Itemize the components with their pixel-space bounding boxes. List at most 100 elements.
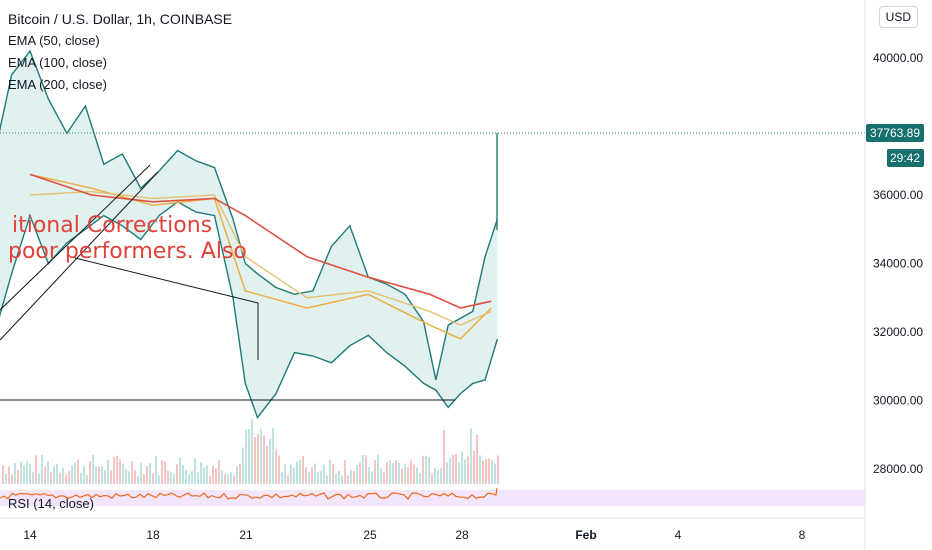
volume-bar <box>5 473 7 484</box>
x-tick-label: 28 <box>455 528 469 542</box>
volume-bar <box>446 462 448 484</box>
volume-bar <box>119 459 121 484</box>
volume-bar <box>44 466 46 484</box>
symbol-title: Bitcoin / U.S. Dollar, 1h, COINBASE <box>8 11 233 27</box>
bollinger-bands <box>0 49 499 420</box>
channel-line-upper <box>0 171 159 341</box>
volume-bar <box>227 474 229 484</box>
y-tick-label: 32000.00 <box>873 325 923 339</box>
volume-bar <box>104 470 106 484</box>
volume-bar <box>497 455 499 484</box>
volume-bar <box>311 466 313 484</box>
volume-bar <box>431 474 433 484</box>
volume-bar <box>467 456 469 484</box>
volume-bar <box>131 460 133 484</box>
volume-bar <box>491 460 493 484</box>
countdown-label: 29:42 <box>890 151 920 165</box>
volume-bar <box>164 461 166 484</box>
rsi-label[interactable]: RSI (14, close) <box>8 496 94 511</box>
ema-200-label[interactable]: EMA (200, close) <box>8 77 107 92</box>
volume-bar <box>392 463 394 484</box>
volume-bar <box>359 462 361 484</box>
volume-bar <box>110 470 112 484</box>
volume-bar <box>368 466 370 484</box>
volume-bar <box>386 462 388 484</box>
volume-bar <box>176 464 178 484</box>
volume-bar <box>488 458 490 484</box>
volume-bar <box>335 473 337 484</box>
volume-bar <box>218 460 220 484</box>
volume-bar <box>221 470 223 484</box>
rsi-panel-bg <box>0 490 865 506</box>
volume-bar <box>113 457 115 484</box>
channel-line-lower <box>0 164 151 311</box>
volume-bar <box>308 472 310 484</box>
volume-bar <box>212 466 214 484</box>
volume-bar <box>146 465 148 484</box>
y-tick-label: 30000.00 <box>873 394 923 408</box>
volume-bar <box>62 468 64 484</box>
volume-bar <box>485 458 487 484</box>
volume-bar <box>251 419 253 484</box>
volume-bar <box>134 470 136 484</box>
y-tick-label: 40000.00 <box>873 51 923 65</box>
volume-bar <box>422 455 424 484</box>
bollinger-fill <box>0 51 498 418</box>
volume-bar <box>287 475 289 484</box>
volume-bar <box>341 475 343 484</box>
volume-bar <box>320 470 322 484</box>
ema-100-label[interactable]: EMA (100, close) <box>8 55 107 70</box>
volume-bar <box>191 470 193 484</box>
volume-bar <box>407 467 409 484</box>
volume-bar <box>464 459 466 484</box>
volume-bar <box>20 461 22 484</box>
volume-bar <box>137 475 139 484</box>
volume-bar <box>179 457 181 484</box>
countdown-tag <box>887 149 924 167</box>
volume-bar <box>470 428 472 484</box>
volume-bar <box>41 454 43 484</box>
volume-bar <box>245 429 247 484</box>
volume-bar <box>38 473 40 484</box>
volume-bar <box>296 461 298 484</box>
volume-bar <box>290 464 292 484</box>
volume-bar <box>482 460 484 484</box>
volume-bar <box>338 471 340 484</box>
volume-bar <box>14 463 16 484</box>
ema-lines <box>29 173 492 340</box>
volume-bar <box>413 464 415 484</box>
volume-bar <box>371 471 373 484</box>
annotation-text-1: itional Corrections <box>12 213 212 238</box>
volume-bar <box>257 434 259 484</box>
y-tick-label: 28000.00 <box>873 462 923 476</box>
volume-bar <box>401 468 403 484</box>
volume-bar <box>92 454 94 484</box>
volume-bar <box>476 434 478 484</box>
volume-bar <box>185 469 187 484</box>
volume-bar <box>206 465 208 484</box>
volume-bar <box>56 463 58 484</box>
volume-bar <box>53 466 55 484</box>
ema-50-label[interactable]: EMA (50, close) <box>8 33 100 48</box>
rsi-path <box>0 487 498 500</box>
volume-bar <box>71 465 73 484</box>
volume-bar <box>461 451 463 484</box>
volume-bar <box>116 455 118 484</box>
volume-bar <box>197 472 199 484</box>
volume-bar <box>59 472 61 484</box>
last-price-label: 37763.89 <box>870 126 920 140</box>
volume-bar <box>395 460 397 484</box>
volume-bar <box>356 465 358 484</box>
x-tick-label: 14 <box>23 528 37 542</box>
volume-bar <box>167 470 169 484</box>
volume-bar <box>143 474 145 484</box>
volume-bar <box>170 472 172 484</box>
volume-bar <box>74 462 76 484</box>
volume-bar <box>98 466 100 484</box>
volume-bar <box>374 460 376 484</box>
currency-button[interactable]: USD <box>878 6 918 28</box>
volume-bar <box>494 463 496 484</box>
volume-bar <box>230 471 232 484</box>
volume-bar <box>455 453 457 484</box>
